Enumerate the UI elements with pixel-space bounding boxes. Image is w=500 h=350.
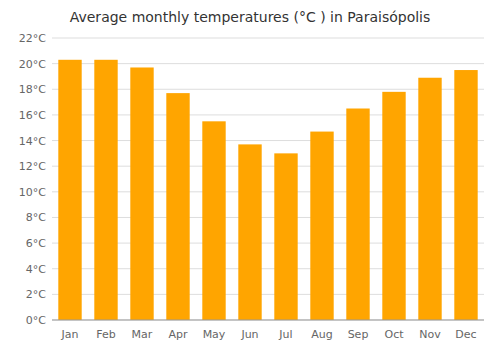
bar bbox=[274, 153, 297, 320]
y-tick-label: 18°C bbox=[19, 83, 46, 96]
y-tick-label: 4°C bbox=[26, 263, 46, 276]
x-axis-line bbox=[52, 320, 484, 321]
grid-line bbox=[52, 38, 484, 39]
bar bbox=[202, 121, 225, 320]
bar bbox=[418, 78, 441, 320]
y-tick-label: 14°C bbox=[19, 135, 46, 148]
bar bbox=[58, 60, 81, 320]
x-tick-label: Jun bbox=[240, 328, 258, 341]
title: Average monthly temperatures (°C ) in Pa… bbox=[70, 9, 431, 25]
grid-line bbox=[52, 320, 484, 321]
grid bbox=[52, 38, 484, 320]
x-tick-label: Oct bbox=[384, 328, 404, 341]
y-tick-label: 6°C bbox=[26, 237, 46, 250]
x-tick-label: May bbox=[203, 328, 226, 341]
y-axis: 0°C 2°C 4°C 6°C 8°C 10°C 12°C 14°C 16°C 18°C 20°C 2… bbox=[19, 32, 46, 327]
bar bbox=[346, 109, 369, 321]
x-tick-label: Nov bbox=[419, 328, 441, 341]
bar bbox=[94, 60, 117, 320]
bar bbox=[454, 70, 477, 320]
y-tick-label: 22°C bbox=[19, 32, 46, 45]
x-axis: Jan Feb Mar Apr May Jun Jul Aug Sep Oct Nov Dec bbox=[61, 328, 477, 341]
bar bbox=[310, 132, 333, 320]
y-tick-label: 0°C bbox=[26, 314, 46, 327]
x-tick-label: Jul bbox=[278, 328, 292, 341]
x-tick-label: Feb bbox=[96, 328, 115, 341]
y-tick-label: 8°C bbox=[26, 211, 46, 224]
x-tick-label: Jan bbox=[61, 328, 79, 341]
chart-container: Average monthly temperatures (°C ) in Pa… bbox=[0, 0, 500, 350]
bars bbox=[58, 60, 477, 320]
x-tick-label: Dec bbox=[455, 328, 476, 341]
x-tick-label: Aug bbox=[311, 328, 332, 341]
bar bbox=[382, 92, 405, 320]
x-tick-label: Sep bbox=[348, 328, 369, 341]
x-tick-label: Mar bbox=[132, 328, 153, 341]
bar bbox=[130, 67, 153, 320]
x-tick-label: Apr bbox=[168, 328, 188, 341]
y-tick-label: 16°C bbox=[19, 109, 46, 122]
y-tick-label: 10°C bbox=[19, 186, 46, 199]
y-tick-label: 12°C bbox=[19, 160, 46, 173]
chart: Average monthly temperatures (°C ) in Pa… bbox=[0, 0, 500, 350]
bar bbox=[238, 144, 261, 320]
y-tick-label: 20°C bbox=[19, 58, 46, 71]
y-tick-label: 2°C bbox=[26, 288, 46, 301]
bar bbox=[166, 93, 189, 320]
